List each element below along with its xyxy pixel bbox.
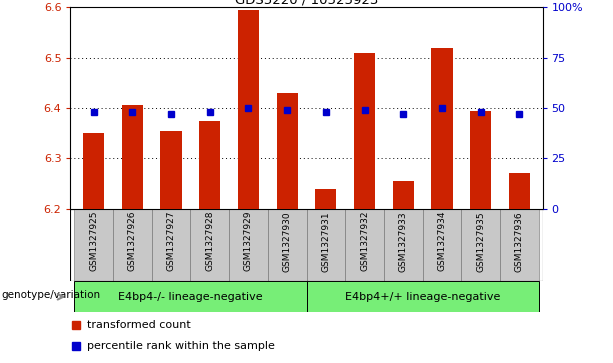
Bar (354, 53, 375, 209)
Bar (509, 174, 530, 209)
Title: GDS5220 / 10525923: GDS5220 / 10525923 (235, 0, 378, 6)
Bar (384, 209, 422, 281)
Bar (306, 281, 539, 312)
Text: GSM1327930: GSM1327930 (283, 211, 292, 272)
Text: GSM1327935: GSM1327935 (476, 211, 485, 272)
Text: GSM1327929: GSM1327929 (244, 211, 253, 272)
Text: GSM1327936: GSM1327936 (515, 211, 524, 272)
Bar (500, 209, 539, 281)
Bar (152, 209, 191, 281)
Bar (392, 181, 414, 209)
Text: E4bp4+/+ lineage-negative: E4bp4+/+ lineage-negative (345, 292, 500, 302)
Bar (422, 209, 461, 281)
Bar (238, 10, 259, 209)
Bar (122, 106, 143, 209)
Bar (345, 209, 384, 281)
Bar (199, 121, 221, 209)
Text: GSM1327934: GSM1327934 (438, 211, 446, 272)
Text: E4bp4-/- lineage-negative: E4bp4-/- lineage-negative (118, 292, 263, 302)
Text: GSM1327927: GSM1327927 (167, 211, 175, 272)
Bar (461, 209, 500, 281)
Bar (276, 93, 298, 209)
Bar (268, 209, 306, 281)
Bar (470, 110, 491, 209)
Text: GSM1327932: GSM1327932 (360, 211, 369, 272)
Text: transformed count: transformed count (88, 321, 191, 330)
Text: GSM1327933: GSM1327933 (398, 211, 408, 272)
Text: GSM1327925: GSM1327925 (89, 211, 98, 272)
Bar (191, 209, 229, 281)
Bar (315, 188, 337, 209)
Bar (83, 133, 104, 209)
Bar (74, 209, 113, 281)
Bar (432, 48, 452, 209)
Text: GSM1327928: GSM1327928 (205, 211, 215, 272)
Bar (161, 131, 181, 209)
Bar (306, 209, 345, 281)
Text: GSM1327931: GSM1327931 (321, 211, 330, 272)
Text: percentile rank within the sample: percentile rank within the sample (88, 341, 275, 351)
Text: GSM1327926: GSM1327926 (128, 211, 137, 272)
Bar (229, 209, 268, 281)
Bar (113, 209, 152, 281)
Bar (74, 281, 306, 312)
Text: genotype/variation: genotype/variation (1, 290, 101, 300)
